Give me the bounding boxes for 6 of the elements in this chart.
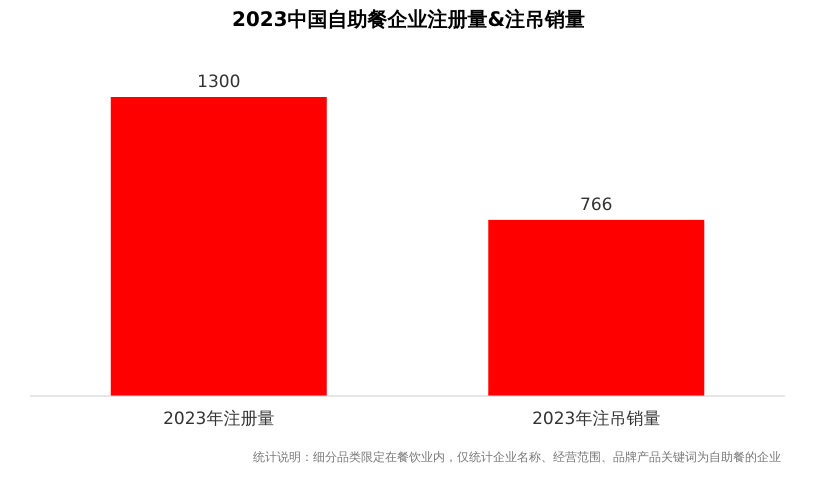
chart-title: 2023中国自助餐企业注册量&注吊销量	[230, 6, 586, 33]
x-tick-label: 2023年注吊销量	[532, 409, 660, 430]
x-tick-label: 2023年注册量	[163, 409, 274, 430]
data-label: 1300	[197, 72, 240, 92]
text: 统计说明：细分品类限定在餐饮业内，仅统计企业名称、经营范围、品牌产品关键词为自助餐的企业	[253, 449, 781, 466]
data-label: 766	[580, 194, 612, 215]
